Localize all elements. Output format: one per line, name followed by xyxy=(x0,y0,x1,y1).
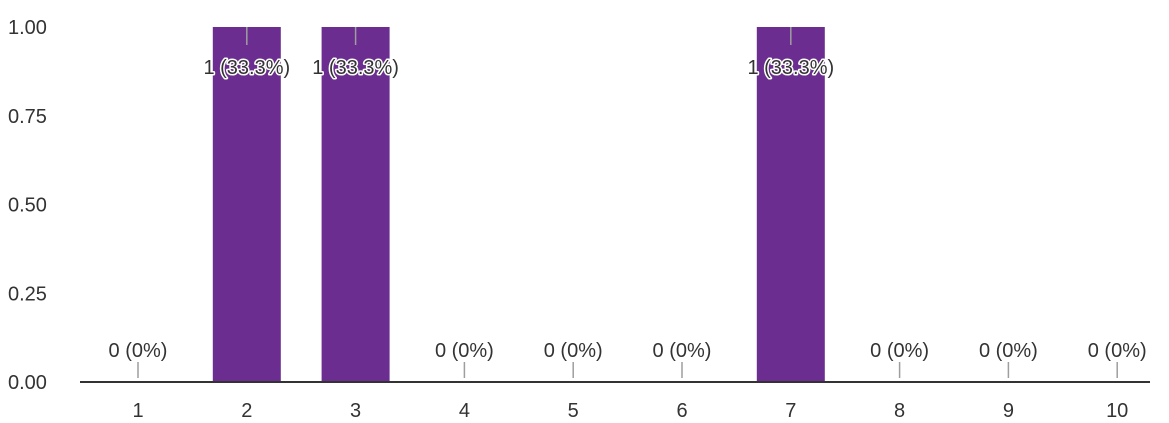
bars-group xyxy=(212,27,825,382)
x-tick-label: 2 xyxy=(241,400,252,422)
data-labels-group: 0 (0%) 1 (33.3%) 1 (33.3%) 0 (0%) 0 (0%) 0 (0… xyxy=(109,27,1147,378)
bar[interactable] xyxy=(321,27,390,382)
data-label: 0 (0%) xyxy=(870,340,929,362)
data-label: 0 (0%) xyxy=(544,340,603,362)
data-label: 1 (33.3%) xyxy=(312,57,399,79)
data-label: 0 (0%) xyxy=(979,340,1038,362)
x-tick-label: 1 xyxy=(132,400,143,422)
x-tick-label: 8 xyxy=(894,400,905,422)
x-tick-label: 4 xyxy=(459,400,470,422)
bar[interactable] xyxy=(756,27,825,382)
y-tick-label: 0.50 xyxy=(8,195,47,217)
data-label: 1 (33.3%) xyxy=(747,57,834,79)
x-tick-label: 10 xyxy=(1106,400,1128,422)
x-tick-label: 5 xyxy=(568,400,579,422)
x-tick-label: 7 xyxy=(785,400,796,422)
y-tick-label: 1.00 xyxy=(8,17,47,39)
data-label: 1 (33.3%) xyxy=(203,57,290,79)
data-label: 0 (0%) xyxy=(653,340,712,362)
x-tick-label: 3 xyxy=(350,400,361,422)
y-axis-tick-labels: 0.00 0.25 0.50 0.75 1.00 xyxy=(8,17,47,394)
data-label: 0 (0%) xyxy=(109,340,168,362)
y-tick-label: 0.25 xyxy=(8,283,47,305)
x-tick-label: 6 xyxy=(676,400,687,422)
x-axis-tick-labels: 1 2 3 4 5 6 7 8 9 10 xyxy=(132,400,1128,422)
data-label: 0 (0%) xyxy=(435,340,494,362)
y-tick-label: 0.00 xyxy=(8,372,47,394)
y-tick-label: 0.75 xyxy=(8,106,47,128)
bar[interactable] xyxy=(212,27,281,382)
x-tick-label: 9 xyxy=(1003,400,1014,422)
data-label: 0 (0%) xyxy=(1088,340,1147,362)
